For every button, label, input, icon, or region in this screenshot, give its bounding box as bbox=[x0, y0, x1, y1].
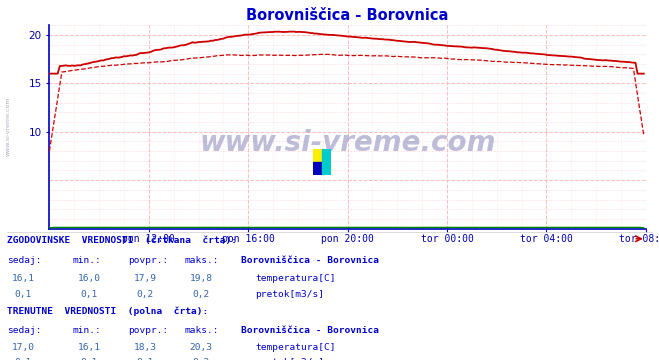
Text: ZGODOVINSKE  VREDNOSTI  (črtkana  črta):: ZGODOVINSKE VREDNOSTI (črtkana črta): bbox=[7, 236, 237, 245]
Text: povpr.:: povpr.: bbox=[129, 326, 169, 335]
Bar bbox=[313, 149, 322, 162]
Text: 16,1: 16,1 bbox=[12, 274, 34, 283]
Text: 0,2: 0,2 bbox=[192, 290, 210, 299]
Text: 0,1: 0,1 bbox=[80, 358, 98, 360]
Text: 0,2: 0,2 bbox=[136, 290, 154, 299]
Text: www.si-vreme.com: www.si-vreme.com bbox=[200, 129, 496, 157]
Text: 0,1: 0,1 bbox=[14, 358, 32, 360]
Text: 17,9: 17,9 bbox=[134, 274, 156, 283]
Bar bbox=[313, 162, 322, 175]
Text: 0,1: 0,1 bbox=[136, 358, 154, 360]
Text: povpr.:: povpr.: bbox=[129, 256, 169, 265]
Text: 18,3: 18,3 bbox=[134, 343, 156, 352]
Text: pretok[m3/s]: pretok[m3/s] bbox=[255, 358, 324, 360]
Bar bbox=[322, 149, 331, 175]
Text: www.si-vreme.com: www.si-vreme.com bbox=[6, 96, 11, 156]
Text: sedaj:: sedaj: bbox=[7, 326, 41, 335]
Text: temperatura[C]: temperatura[C] bbox=[255, 343, 335, 352]
Text: maks.:: maks.: bbox=[185, 256, 219, 265]
Text: temperatura[C]: temperatura[C] bbox=[255, 274, 335, 283]
Text: Borovniščica - Borovnica: Borovniščica - Borovnica bbox=[241, 326, 378, 335]
Text: min.:: min.: bbox=[72, 326, 101, 335]
Text: 0,2: 0,2 bbox=[192, 358, 210, 360]
Text: 16,1: 16,1 bbox=[78, 343, 100, 352]
Text: maks.:: maks.: bbox=[185, 326, 219, 335]
Text: 17,0: 17,0 bbox=[12, 343, 34, 352]
Text: 16,0: 16,0 bbox=[78, 274, 100, 283]
Text: TRENUTNE  VREDNOSTI  (polna  črta):: TRENUTNE VREDNOSTI (polna črta): bbox=[7, 307, 208, 316]
Text: 0,1: 0,1 bbox=[80, 290, 98, 299]
Text: sedaj:: sedaj: bbox=[7, 256, 41, 265]
Text: 0,1: 0,1 bbox=[14, 290, 32, 299]
Title: Borovniščica - Borovnica: Borovniščica - Borovnica bbox=[246, 8, 449, 23]
Text: pretok[m3/s]: pretok[m3/s] bbox=[255, 290, 324, 299]
Text: min.:: min.: bbox=[72, 256, 101, 265]
Text: 20,3: 20,3 bbox=[190, 343, 212, 352]
Text: Borovniščica - Borovnica: Borovniščica - Borovnica bbox=[241, 256, 378, 265]
Text: 19,8: 19,8 bbox=[190, 274, 212, 283]
